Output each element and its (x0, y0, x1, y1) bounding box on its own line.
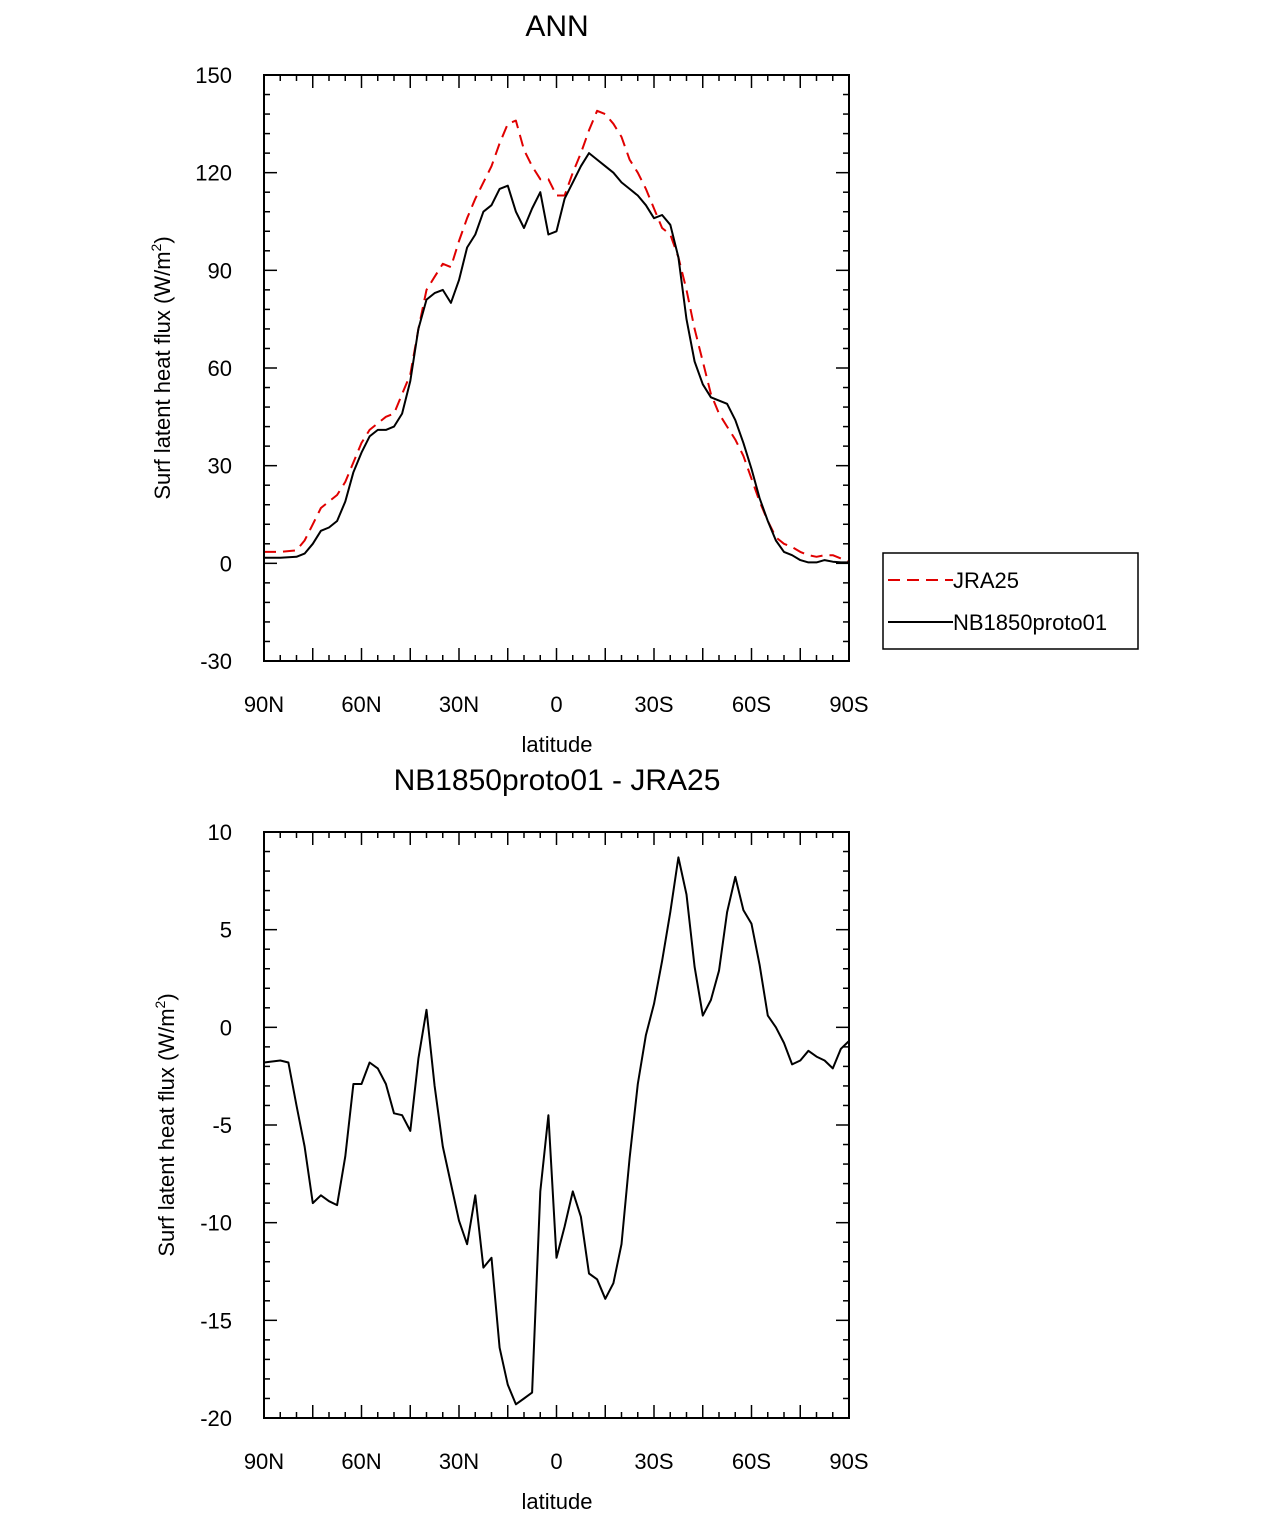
top-ylabel-end: ) (150, 236, 175, 243)
bottom-x-tick-label: 90S (829, 1449, 868, 1474)
top-panel-xlabel: latitude (522, 732, 593, 757)
legend-label-jra25: JRA25 (953, 568, 1019, 593)
top-x-tick-label: 60N (341, 692, 381, 717)
bottom-y-tick-label: -10 (200, 1211, 232, 1236)
top-panel-ylabel: Surf latent heat flux (W/m2) (148, 236, 175, 499)
top-y-tick-label: -30 (200, 649, 232, 674)
bottom-y-tick-label: 0 (220, 1015, 232, 1040)
bottom-ylabel-end: ) (154, 993, 179, 1000)
top-x-tick-label: 90S (829, 692, 868, 717)
top-y-tick-label: 60 (208, 356, 232, 381)
bottom-y-tick-label: -20 (200, 1406, 232, 1431)
top-y-tick-label: 90 (208, 258, 232, 283)
bottom-panel-ticks: 90N 60N 30N 0 30S 60S 90S -20 -15 -10 -5 0 5 10 (200, 820, 868, 1474)
bottom-x-tick-label: 30S (634, 1449, 673, 1474)
top-x-tick-label: 90N (244, 692, 284, 717)
series-line-nb1850proto01 (264, 152, 849, 564)
top-x-tick-label: 30S (634, 692, 673, 717)
bottom-panel: NB1850proto01 - JRA25 90N 60N 30N 0 30S 60S 90… (152, 764, 869, 1514)
top-ylabel-main: Surf latent heat flux (W/m (150, 251, 175, 499)
bottom-y-tick-label: -5 (212, 1113, 232, 1138)
top-plot-frame (263, 74, 850, 662)
series-line-nb1850proto01-jra25 (263, 856, 850, 1406)
series-line-jra25 (264, 109, 850, 563)
bottom-y-tick-label: 10 (208, 820, 232, 845)
top-ylabel-superscript: 2 (148, 243, 164, 251)
top-panel: ANN 90N 60N 30N 0 30S 60S 90S-300306090120150 … (148, 10, 1139, 757)
top-x-tick-label: 30N (439, 692, 479, 717)
top-y-tick-label: 120 (195, 161, 232, 186)
top-x-tick-label: 0 (550, 692, 562, 717)
bottom-panel-ylabel: Surf latent heat flux (W/m2) (152, 993, 179, 1256)
bottom-x-tick-label: 60S (732, 1449, 771, 1474)
bottom-x-tick-label: 90N (244, 1449, 284, 1474)
legend: JRA25 NB1850proto01 (882, 552, 1139, 650)
bottom-panel-xlabel: latitude (522, 1489, 593, 1514)
bottom-ylabel-main: Surf latent heat flux (W/m (154, 1008, 179, 1256)
bottom-y-tick-label: -15 (200, 1308, 232, 1333)
legend-box (882, 552, 1139, 650)
top-y-tick-label: 0 (220, 551, 232, 576)
top-panel-ticks: 90N 60N 30N 0 30S 60S 90S -30 0 30 60 90 120 150 (195, 63, 868, 717)
bottom-x-tick-label: 30N (439, 1449, 479, 1474)
bottom-plot-frame (263, 831, 850, 1419)
bottom-x-tick-label: 60N (341, 1449, 381, 1474)
top-panel-title: ANN (525, 10, 588, 43)
bottom-x-tick-label: 0 (550, 1449, 562, 1474)
bottom-ylabel-superscript: 2 (152, 1000, 168, 1008)
top-x-tick-label: 60S (732, 692, 771, 717)
bottom-panel-series (263, 856, 850, 1406)
top-y-tick-label: 30 (208, 454, 232, 479)
top-panel-series (264, 109, 850, 564)
legend-label-nb1850proto01: NB1850proto01 (953, 610, 1107, 635)
top-y-tick-label: 150 (195, 63, 232, 88)
bottom-panel-title: NB1850proto01 - JRA25 (394, 764, 721, 797)
bottom-y-tick-label: 5 (220, 918, 232, 943)
